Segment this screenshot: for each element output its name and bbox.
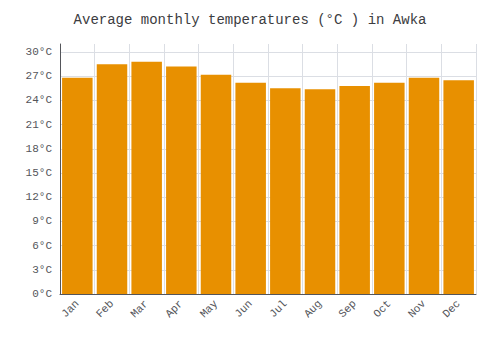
svg-text:30°C: 30°C xyxy=(26,46,53,58)
svg-text:Jul: Jul xyxy=(267,298,289,320)
svg-text:Aug: Aug xyxy=(302,298,324,320)
svg-text:Average monthly temperatures (: Average monthly temperatures (°C ) in Aw… xyxy=(74,12,427,28)
svg-text:Sep: Sep xyxy=(336,298,358,320)
svg-text:Oct: Oct xyxy=(371,298,393,320)
svg-text:6°C: 6°C xyxy=(32,240,52,252)
svg-text:3°C: 3°C xyxy=(32,264,52,276)
svg-text:May: May xyxy=(198,297,221,320)
svg-text:27°C: 27°C xyxy=(26,70,53,82)
svg-text:Jan: Jan xyxy=(59,298,81,320)
svg-text:Mar: Mar xyxy=(128,298,150,320)
svg-text:15°C: 15°C xyxy=(26,167,53,179)
svg-text:18°C: 18°C xyxy=(26,143,53,155)
svg-text:Feb: Feb xyxy=(94,298,116,320)
svg-text:0°C: 0°C xyxy=(32,288,52,300)
svg-text:24°C: 24°C xyxy=(26,94,53,106)
svg-text:9°C: 9°C xyxy=(32,215,52,227)
svg-text:21°C: 21°C xyxy=(26,119,53,131)
svg-text:Jun: Jun xyxy=(232,298,254,320)
svg-text:Apr: Apr xyxy=(163,298,185,320)
svg-text:Dec: Dec xyxy=(440,298,462,320)
svg-text:Nov: Nov xyxy=(406,297,429,320)
svg-text:12°C: 12°C xyxy=(26,191,53,203)
